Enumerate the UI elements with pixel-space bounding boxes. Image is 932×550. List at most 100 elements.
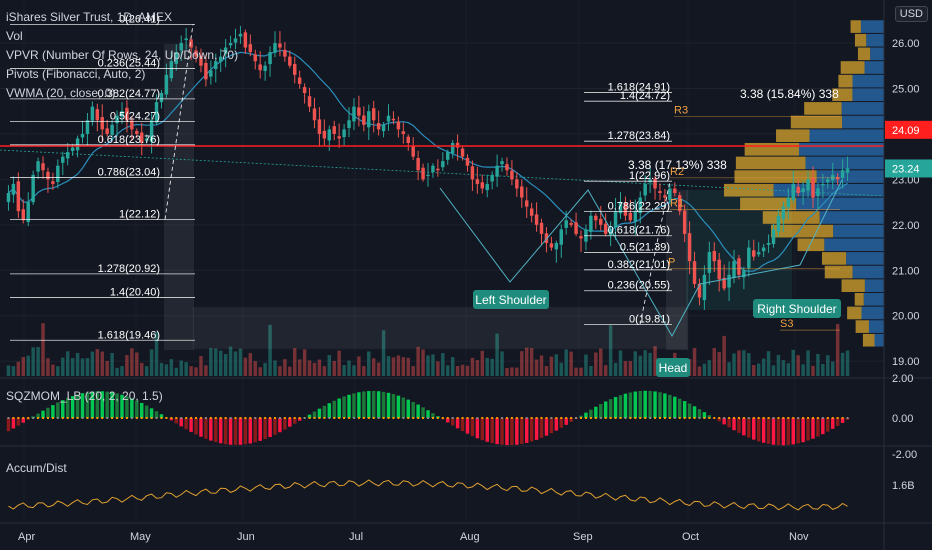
volume-bar: [174, 367, 179, 376]
squeeze-dot: [407, 417, 410, 419]
squeeze-dot: [609, 417, 612, 419]
volume-bar: [214, 348, 218, 376]
squeeze-dot: [580, 417, 583, 419]
candle-body: [416, 157, 420, 171]
candle-body: [184, 38, 188, 41]
squeeze-dot: [441, 417, 444, 419]
candle-body: [658, 191, 662, 193]
volume-bar: [446, 365, 450, 376]
squeeze-dot: [61, 417, 64, 419]
volume-bar: [638, 355, 642, 376]
squeeze-dot: [846, 417, 849, 419]
candle-body: [702, 274, 707, 301]
fib-level-label: 0(19.81): [629, 313, 670, 325]
momentum-bar: [603, 401, 608, 418]
momentum-bar: [446, 418, 450, 423]
squeeze-dot: [560, 417, 563, 419]
squeeze-dot: [372, 417, 375, 419]
price-grid: [0, 42, 884, 362]
vpvr-up-bar: [870, 47, 884, 61]
fib-retracement-left: 0(26.41) 0.236(25.44) 0.382(24.77) 0.5(24.2…: [10, 13, 195, 341]
squeeze-dot: [190, 417, 193, 419]
momentum-bar: [564, 418, 568, 425]
momentum-tick: 2.00: [892, 373, 913, 385]
volume-bar: [416, 346, 420, 376]
volume-bar: [233, 351, 238, 376]
volume-bar: [727, 362, 731, 376]
momentum-bar: [307, 414, 312, 418]
volume-bar: [712, 348, 716, 376]
momentum-bar: [16, 418, 21, 426]
vpvr-up-bar: [863, 293, 884, 306]
volume-bar: [258, 367, 262, 376]
momentum-bar: [140, 402, 144, 418]
accum-pane-label[interactable]: Accum/Dist: [6, 461, 67, 475]
squeeze-dot: [486, 417, 489, 419]
squeeze-dot: [229, 417, 232, 419]
vpvr-down-bar: [797, 238, 825, 252]
squeeze-dot: [46, 417, 49, 419]
momentum-bar: [357, 392, 361, 418]
volume-bar: [80, 358, 85, 376]
vpvr-up-bar: [824, 238, 884, 252]
candle-body: [51, 181, 55, 184]
candle-body: [771, 229, 776, 245]
squeeze-dot: [303, 417, 306, 419]
volume-bar: [401, 357, 406, 376]
candle-body: [248, 44, 253, 53]
momentum-bar: [628, 392, 633, 418]
momentum-bar: [110, 392, 114, 418]
candle-body: [549, 243, 554, 248]
candle-body: [539, 222, 544, 234]
momentum-pane-label[interactable]: SQZMOM_LB (20, 2, 20, 1.5): [6, 389, 163, 403]
pivot-label: R2: [670, 166, 684, 178]
candle-body: [357, 107, 361, 116]
squeeze-dot: [816, 417, 819, 419]
volume-bar: [505, 367, 509, 376]
squeeze-dot: [713, 417, 716, 419]
candle-body: [65, 152, 70, 159]
candle-body: [293, 64, 297, 75]
volume-bar: [441, 353, 445, 376]
squeeze-dot: [811, 417, 814, 419]
candle-body: [362, 115, 366, 125]
vpvr-up-bar: [852, 88, 884, 102]
volume-bar: [332, 360, 336, 376]
price-axis[interactable]: 19.0020.0021.0022.0023.0024.0025.0026.00…: [885, 38, 932, 368]
momentum-bar: [529, 418, 534, 442]
candle-body: [505, 164, 509, 171]
volume-bar: [791, 349, 795, 376]
vpvr-up-bar: [841, 102, 884, 115]
candle-body: [791, 183, 795, 200]
squeeze-dot: [264, 417, 267, 419]
candle-body: [70, 147, 75, 152]
candle-body: [633, 211, 638, 222]
candle-body: [470, 166, 475, 180]
squeeze-dot: [199, 417, 202, 419]
candle-body: [401, 131, 406, 134]
volume-bar: [771, 365, 776, 376]
candle-body: [638, 197, 642, 214]
currency-button[interactable]: USD: [894, 6, 928, 22]
squeeze-dot: [624, 417, 627, 419]
squeeze-dot: [451, 417, 454, 419]
candle-body: [687, 233, 692, 262]
volume-bar: [742, 350, 746, 376]
volume-bar: [248, 353, 253, 376]
candle-body: [524, 200, 529, 207]
squeeze-dot: [377, 417, 380, 419]
vpvr-down-bar: [838, 74, 853, 88]
squeeze-dot: [831, 417, 834, 419]
candle-body: [396, 121, 401, 130]
volume-bar: [539, 355, 544, 376]
candle-body: [140, 132, 144, 143]
momentum-bar: [737, 418, 741, 433]
candle-body: [268, 52, 272, 65]
fib-level-label: 0(26.41): [119, 13, 160, 25]
momentum-bar: [766, 418, 771, 444]
momentum-bar: [273, 418, 277, 435]
time-axis[interactable]: Apr May Jun Jul Aug Sep Oct Nov: [18, 531, 809, 543]
volume-bar: [524, 347, 529, 376]
volume-bar: [421, 349, 425, 376]
